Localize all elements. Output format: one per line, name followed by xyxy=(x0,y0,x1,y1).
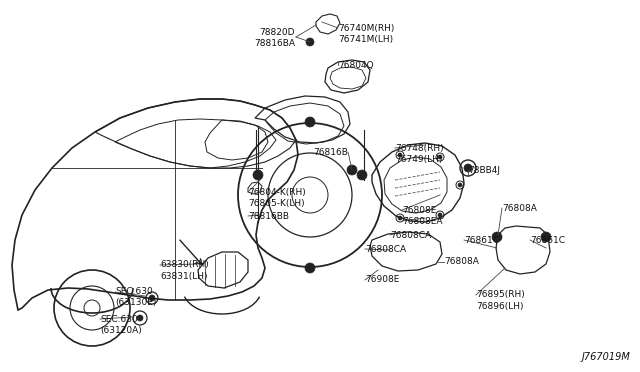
Text: 76895(RH): 76895(RH) xyxy=(476,291,525,299)
Circle shape xyxy=(253,170,263,180)
Text: 78820D: 78820D xyxy=(259,28,295,36)
Circle shape xyxy=(438,155,442,159)
Text: SEC.630: SEC.630 xyxy=(100,314,138,324)
Circle shape xyxy=(149,295,155,301)
Text: (63120A): (63120A) xyxy=(100,326,141,334)
Circle shape xyxy=(541,232,551,242)
Text: 76804-K(RH): 76804-K(RH) xyxy=(248,187,306,196)
Circle shape xyxy=(464,164,472,172)
Text: 76741M(LH): 76741M(LH) xyxy=(338,35,393,44)
Circle shape xyxy=(347,165,357,175)
Text: 76740M(RH): 76740M(RH) xyxy=(338,23,394,32)
Text: 63830(RH): 63830(RH) xyxy=(160,260,209,269)
Text: 76908E: 76908E xyxy=(365,276,399,285)
Text: 76749(LH): 76749(LH) xyxy=(395,154,442,164)
Text: 78816BA: 78816BA xyxy=(254,38,295,48)
Text: 76861C: 76861C xyxy=(530,235,565,244)
Text: SEC.630: SEC.630 xyxy=(115,288,153,296)
Circle shape xyxy=(305,263,315,273)
Text: 76816B: 76816B xyxy=(313,148,348,157)
Text: 76808CA: 76808CA xyxy=(390,231,431,240)
Text: 76808A: 76808A xyxy=(444,257,479,266)
Text: 76896(LH): 76896(LH) xyxy=(476,301,524,311)
Circle shape xyxy=(306,38,314,46)
Text: 76808E: 76808E xyxy=(402,205,436,215)
Circle shape xyxy=(137,315,143,321)
Text: 76805-K(LH): 76805-K(LH) xyxy=(248,199,305,208)
Circle shape xyxy=(398,153,402,157)
Text: J767019M: J767019M xyxy=(581,352,630,362)
Text: 76808A: 76808A xyxy=(502,203,537,212)
Text: (63130E): (63130E) xyxy=(115,298,156,308)
Text: 78816BB: 78816BB xyxy=(248,212,289,221)
Text: 76861C: 76861C xyxy=(464,235,499,244)
Text: 63831(LH): 63831(LH) xyxy=(160,272,207,280)
Text: 76804Q: 76804Q xyxy=(338,61,374,70)
Text: 76748(RH): 76748(RH) xyxy=(395,144,444,153)
Text: 76808EA: 76808EA xyxy=(402,217,442,225)
Circle shape xyxy=(305,117,315,127)
Circle shape xyxy=(357,170,367,180)
Circle shape xyxy=(438,213,442,217)
Circle shape xyxy=(458,183,462,187)
Circle shape xyxy=(398,216,402,220)
Circle shape xyxy=(492,232,502,242)
Text: 78BB4J: 78BB4J xyxy=(468,166,500,174)
Text: 76808CA: 76808CA xyxy=(365,244,406,253)
